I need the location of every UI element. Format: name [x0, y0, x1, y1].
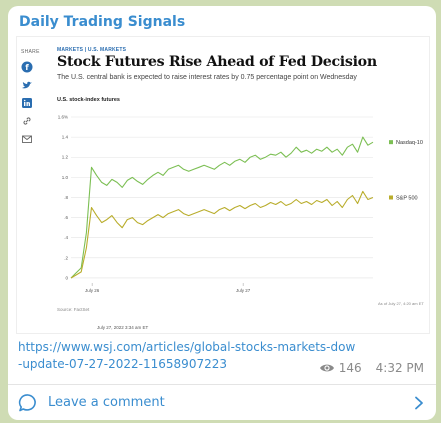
article-link[interactable]: https://www.wsj.com/articles/global-stoc…	[18, 340, 356, 371]
divider	[8, 384, 436, 385]
leave-comment-label: Leave a comment	[48, 395, 165, 410]
series-line-nasdaq	[70, 136, 374, 279]
article-subheadline: The U.S. central bank is expected to rai…	[57, 74, 357, 81]
view-count: 146	[338, 361, 362, 375]
leave-comment-button[interactable]: Leave a comment	[8, 385, 436, 420]
message-meta: 146 4:32 PM	[319, 361, 424, 375]
y-tick-label: .6	[64, 215, 68, 220]
message-bubble: Daily Trading Signals SHARE f	[8, 6, 436, 420]
article-date: July 27, 2022 3:34 am ET	[97, 325, 149, 330]
chart-source: Source: FactSet	[57, 307, 90, 312]
link-icon	[23, 117, 31, 125]
chevron-right-icon	[415, 396, 423, 410]
facebook-icon: f	[21, 61, 33, 73]
comment-icon	[18, 393, 36, 411]
legend-label: S&P 500	[396, 195, 418, 201]
y-tick-label: 1.6%	[58, 115, 68, 120]
linkedin-icon	[22, 98, 32, 108]
article-preview-image[interactable]: SHARE f MARKETS | U.S. MARKETS	[16, 36, 430, 334]
message-time: 4:32 PM	[375, 361, 424, 375]
twitter-icon	[22, 81, 32, 89]
channel-name[interactable]: Daily Trading Signals	[19, 14, 186, 30]
y-tick-label: 1.0	[62, 175, 69, 180]
y-tick-label: 1.2	[62, 155, 69, 160]
share-column: SHARE f	[21, 49, 45, 151]
y-tick-label: 0	[65, 275, 68, 280]
article-breadcrumb: MARKETS | U.S. MARKETS	[57, 47, 127, 53]
x-tick-label: July 26	[85, 288, 100, 293]
chart-as-of: As of July 27, 4:20 am ET	[378, 301, 424, 306]
y-tick-label: .8	[64, 195, 68, 200]
article-headline: Stock Futures Rise Ahead of Fed Decision	[57, 54, 377, 70]
eye-icon	[319, 364, 334, 372]
y-tick-label: .4	[64, 235, 68, 240]
share-label: SHARE	[21, 49, 40, 55]
legend-swatch	[389, 140, 393, 145]
series-line-sp500	[70, 190, 374, 279]
x-tick-label: July 27	[236, 288, 251, 293]
legend-label: Nasdaq-100	[396, 140, 423, 146]
legend-swatch	[389, 195, 393, 200]
y-tick-label: .2	[64, 255, 68, 260]
stock-futures-chart: 0 .2 .4 .6 .8 1.0 1.2 1.4 1.6% July 26 July 27 Nasd…	[58, 115, 423, 294]
svg-text:f: f	[25, 63, 29, 72]
chart-title: U.S. stock-index futures	[57, 97, 120, 103]
email-icon	[22, 135, 32, 143]
y-tick-label: 1.4	[62, 135, 69, 140]
